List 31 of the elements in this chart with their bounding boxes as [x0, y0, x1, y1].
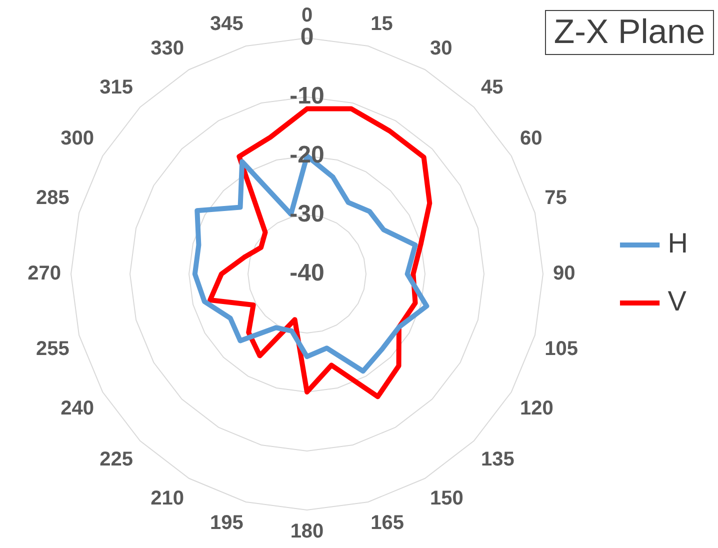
spoke-label: 315 [100, 76, 134, 99]
chart-title: Z-X Plane [544, 10, 714, 55]
y-tick-label: -30 [290, 200, 324, 228]
legend-label: V [668, 286, 687, 317]
spoke-label: 45 [480, 76, 504, 99]
spoke-label: 285 [36, 186, 70, 209]
spoke-label: 255 [36, 338, 70, 360]
spoke-label: 210 [150, 488, 184, 510]
spoke-label: 300 [60, 128, 94, 150]
spoke-label: 60 [520, 128, 542, 150]
spoke-label: 75 [544, 186, 567, 209]
spoke-label: 180 [290, 520, 324, 543]
spoke-label: 90 [553, 262, 576, 285]
spoke-label: 15 [370, 12, 393, 35]
spoke-label: 330 [150, 37, 184, 60]
spoke-label: 165 [370, 512, 404, 534]
y-tick-label: -10 [290, 82, 324, 110]
spoke-label: 105 [544, 338, 578, 360]
spoke-label: 135 [480, 448, 514, 470]
legend-label: H [668, 228, 688, 259]
spoke-label: 195 [210, 512, 244, 534]
spoke-label: 270 [28, 262, 61, 285]
spoke-label: 225 [100, 448, 134, 470]
y-tick-label: 0 [301, 4, 313, 27]
spoke-label: 120 [520, 398, 554, 420]
spoke-label: 240 [60, 398, 94, 420]
spoke-label: 30 [430, 37, 452, 60]
y-tick-label: -40 [290, 260, 324, 287]
y-tick-label: -20 [290, 142, 324, 169]
spoke-label: 150 [430, 488, 464, 510]
spoke-label: 345 [210, 12, 244, 35]
